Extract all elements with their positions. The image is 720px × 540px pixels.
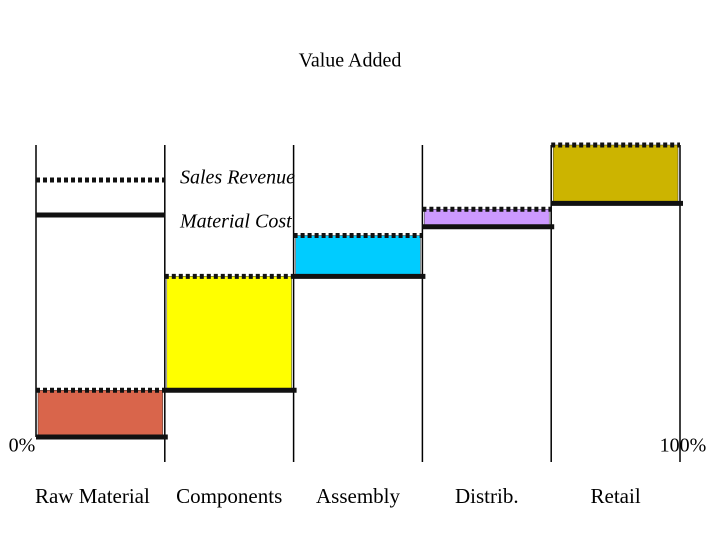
value-added-block bbox=[166, 276, 292, 391]
category-label: Distrib. bbox=[455, 484, 519, 508]
legend-label: Sales Revenue bbox=[180, 167, 295, 189]
category-label: Components bbox=[176, 484, 283, 508]
legend-label: Material Cost bbox=[179, 211, 292, 233]
category-label: Assembly bbox=[316, 484, 400, 508]
x-tick-label: 0% bbox=[9, 435, 36, 457]
value-added-block bbox=[424, 208, 550, 228]
chart-title: Value Added bbox=[299, 50, 402, 72]
x-tick-label: 100% bbox=[660, 435, 707, 457]
category-label: Raw Material bbox=[34, 484, 150, 508]
category-label: Retail bbox=[590, 484, 641, 508]
value-added-block bbox=[552, 144, 679, 204]
value-added-block bbox=[295, 235, 421, 277]
value-added-block bbox=[37, 390, 164, 438]
